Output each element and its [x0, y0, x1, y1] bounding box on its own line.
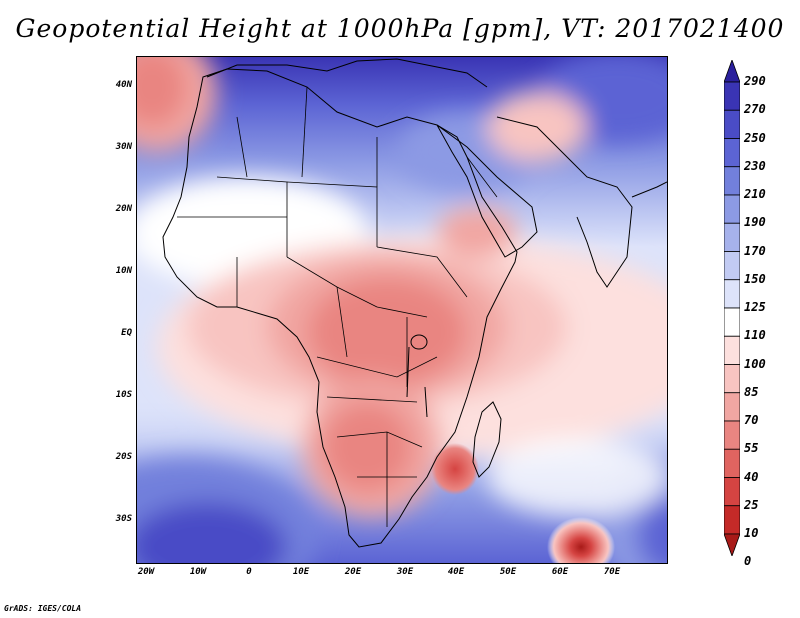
height-field-contours	[137, 57, 667, 563]
colorbar-level-label: 40	[744, 469, 759, 484]
lon-label-50e: 50E	[499, 567, 517, 577]
colorbar-level-label: 150	[744, 271, 766, 286]
colorbar-level-label: 10	[744, 526, 759, 540]
colorbar-level-label: 230	[744, 158, 766, 173]
colorbar-top-arrow	[724, 60, 740, 83]
colorbar-swatch	[724, 251, 740, 281]
colorbar-swatch	[724, 194, 740, 224]
colorbar-swatch	[724, 448, 740, 478]
colorbar-swatch	[724, 392, 740, 422]
map-canvas	[137, 57, 667, 563]
colorbar-swatch	[724, 81, 740, 111]
lon-label-20e: 20E	[344, 567, 362, 577]
lon-label-10e: 10E	[292, 567, 310, 577]
colorbar-level-label: 55	[744, 441, 759, 456]
lon-label-30e: 30E	[396, 567, 414, 577]
coastlines	[162, 58, 667, 548]
lon-label-20w: 20W	[137, 567, 155, 577]
colorbar-swatch	[724, 307, 740, 337]
colorbar-level-label: 250	[744, 130, 766, 145]
map-title: Geopotential Height at 1000hPa [gpm], VT…	[15, 14, 785, 43]
lon-label-60e: 60E	[551, 567, 569, 577]
lat-label-40n: 40N	[115, 80, 132, 90]
southern-ocean-low	[547, 517, 615, 563]
colorbar-swatch	[724, 279, 740, 309]
colorbar-swatch	[724, 364, 740, 394]
grads-credit: GrADS: IGES/COLA	[4, 604, 82, 613]
colorbar-level-label: 0	[744, 554, 752, 569]
lat-label-10s: 10S	[115, 390, 132, 400]
colorbar-level-label: 25	[744, 497, 759, 512]
lat-label-30n: 30N	[115, 142, 132, 152]
colorbar-level-label: 210	[744, 187, 766, 201]
map-frame	[136, 56, 668, 564]
lon-label-70e: 70E	[603, 567, 621, 577]
lat-label-eq: EQ	[121, 328, 132, 338]
lakes	[406, 334, 428, 418]
colorbar-level-label: 290	[744, 74, 766, 88]
colorbar-swatch	[724, 477, 740, 507]
colorbar-level-label: 270	[744, 102, 766, 117]
colorbar-level-label: 100	[744, 356, 766, 371]
colorbar-swatch	[724, 166, 740, 196]
lon-label-10w: 10W	[189, 567, 207, 577]
colorbar-swatch	[724, 138, 740, 168]
colorbar-level-label: 85	[744, 384, 759, 399]
colorbar-swatch	[724, 109, 740, 139]
colorbar-level-label: 190	[744, 215, 766, 230]
colorbar-swatch	[724, 335, 740, 365]
colorbar-level-label: 70	[744, 413, 759, 427]
colorbar-swatch	[724, 505, 740, 535]
lat-label-10n: 10N	[115, 266, 132, 276]
country-borders	[177, 86, 498, 527]
colorbar-swatch	[724, 420, 740, 450]
colorbar-level-label: 110	[744, 328, 766, 343]
colorbar-swatch	[724, 222, 740, 252]
colorbar-level-label: 125	[744, 300, 766, 314]
mozambique-channel-low	[431, 443, 479, 495]
colorbar-level-label: 170	[744, 243, 766, 258]
lat-label-20n: 20N	[115, 204, 132, 214]
lat-label-20s: 20S	[115, 452, 132, 462]
lon-label-0: 0	[246, 567, 252, 577]
lat-label-30s: 30S	[115, 514, 132, 524]
lon-label-40e: 40E	[447, 567, 465, 577]
colorbar-bottom-arrow	[724, 533, 740, 556]
colorbar	[724, 60, 740, 556]
